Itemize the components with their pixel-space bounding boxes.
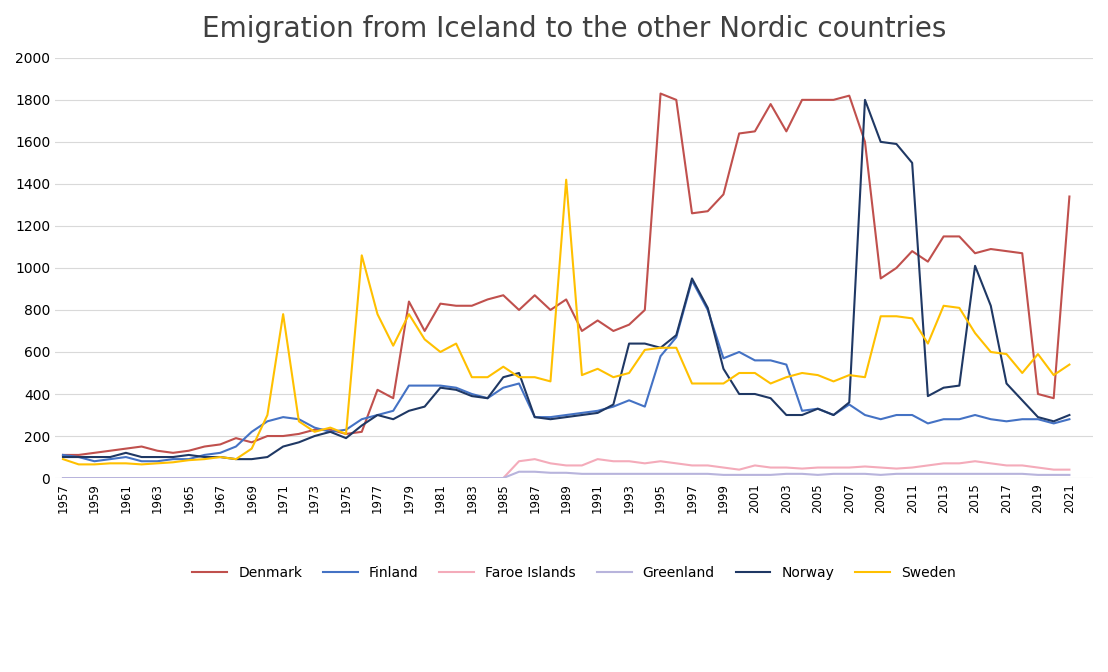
Line: Faroe Islands: Faroe Islands [63, 459, 1069, 478]
Faroe Islands [999, 462, 1013, 470]
Finland [496, 384, 510, 392]
Sweden [308, 428, 321, 436]
Faroe Islands [859, 462, 872, 470]
Line: Sweden: Sweden [63, 179, 1069, 464]
Legend: Denmark, Finland, Faroe Islands, Greenland, Norway, Sweden: Denmark, Finland, Faroe Islands, Greenla… [187, 560, 962, 586]
Norway [57, 453, 70, 461]
Finland [371, 411, 384, 419]
Greenland [308, 474, 321, 482]
Finland [57, 451, 70, 459]
Title: Emigration from Iceland to the other Nordic countries: Emigration from Iceland to the other Nor… [202, 15, 946, 43]
Denmark [496, 291, 510, 299]
Faroe Islands [371, 474, 384, 482]
Sweden [57, 455, 70, 463]
Denmark [308, 425, 321, 433]
Line: Finland: Finland [63, 280, 1069, 461]
Norway [496, 373, 510, 381]
Faroe Islands [308, 474, 321, 482]
Denmark [214, 440, 227, 448]
Finland [859, 411, 872, 419]
Sweden [859, 373, 872, 381]
Norway [859, 96, 872, 104]
Line: Norway: Norway [63, 100, 1069, 459]
Norway [371, 411, 384, 419]
Denmark [999, 247, 1013, 255]
Norway [308, 432, 321, 440]
Sweden [999, 350, 1013, 358]
Denmark [859, 138, 872, 146]
Denmark [57, 451, 70, 459]
Faroe Islands [214, 474, 227, 482]
Greenland [999, 470, 1013, 478]
Finland [308, 423, 321, 431]
Faroe Islands [496, 474, 510, 482]
Greenland [859, 470, 872, 478]
Sweden [496, 363, 510, 371]
Greenland [496, 474, 510, 482]
Finland [214, 449, 227, 457]
Greenland [371, 474, 384, 482]
Faroe Islands [57, 474, 70, 482]
Norway [214, 453, 227, 461]
Sweden [371, 310, 384, 319]
Denmark [371, 386, 384, 394]
Line: Greenland: Greenland [63, 472, 1069, 478]
Norway [999, 380, 1013, 388]
Finland [999, 417, 1013, 425]
Greenland [214, 474, 227, 482]
Sweden [214, 453, 227, 461]
Line: Denmark: Denmark [63, 93, 1069, 455]
Greenland [57, 474, 70, 482]
